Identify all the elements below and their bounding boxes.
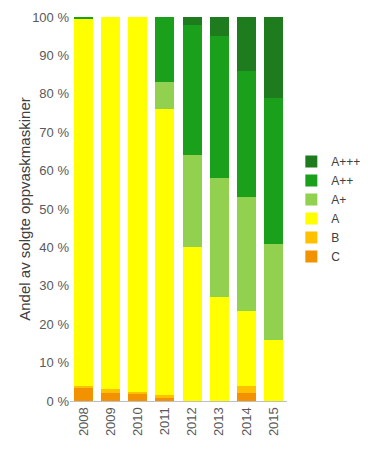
svg-text:80 %: 80 % xyxy=(39,86,69,101)
svg-text:A++: A++ xyxy=(331,174,353,188)
svg-text:60 %: 60 % xyxy=(39,163,69,178)
svg-text:90 %: 90 % xyxy=(39,48,69,63)
svg-text:70 %: 70 % xyxy=(39,125,69,140)
svg-text:2008: 2008 xyxy=(76,407,91,436)
svg-text:2011: 2011 xyxy=(157,407,172,435)
svg-text:30 %: 30 % xyxy=(39,278,69,293)
svg-text:40 %: 40 % xyxy=(39,240,69,255)
svg-text:2015: 2015 xyxy=(266,407,281,436)
svg-text:A+: A+ xyxy=(331,193,346,207)
svg-text:100 %: 100 % xyxy=(32,10,69,25)
svg-text:50 %: 50 % xyxy=(39,202,69,217)
svg-text:A: A xyxy=(331,212,339,226)
svg-text:20 %: 20 % xyxy=(39,317,69,332)
svg-text:2009: 2009 xyxy=(103,407,118,436)
svg-text:2014: 2014 xyxy=(239,407,254,436)
svg-text:A+++: A+++ xyxy=(331,155,360,169)
svg-text:C: C xyxy=(331,250,340,264)
svg-text:2012: 2012 xyxy=(184,407,199,436)
svg-text:0 %: 0 % xyxy=(47,394,70,409)
svg-text:10 %: 10 % xyxy=(39,355,69,370)
svg-text:B: B xyxy=(331,231,339,245)
svg-text:2010: 2010 xyxy=(130,407,145,436)
svg-text:Andel av solgte oppvaskmaskine: Andel av solgte oppvaskmaskiner xyxy=(16,97,33,320)
svg-text:2013: 2013 xyxy=(211,407,226,436)
